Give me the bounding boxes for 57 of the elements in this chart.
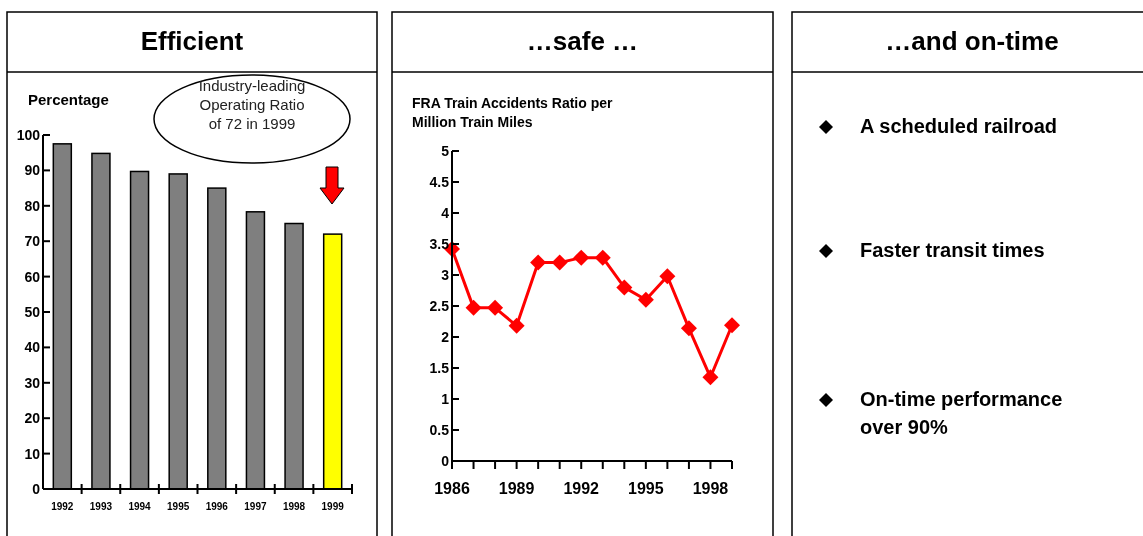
point: [637, 291, 654, 308]
y-tick-label: 4: [441, 205, 450, 221]
y-tick-label: 40: [24, 339, 41, 356]
x-tick-label: 1994: [128, 501, 152, 512]
y-axis-title: Percentage: [28, 91, 109, 108]
y-tick-label: 10: [24, 445, 41, 462]
x-tick-label: 1989: [498, 480, 535, 497]
point: [551, 254, 568, 271]
y-tick-label: 3: [441, 267, 450, 283]
y-tick-label: 0: [32, 481, 41, 497]
text: Faster transit times: [860, 239, 1045, 261]
point: [508, 317, 525, 334]
chart-subtitle: FRA Train Accidents Ratio per Million Train Miles: [412, 95, 613, 130]
point: [530, 254, 547, 271]
point: [465, 299, 482, 316]
point: [724, 317, 740, 334]
chart-title: …safe …: [526, 26, 639, 56]
text: Industry-leading Operating Ratio of 72 in 1999: [198, 77, 306, 132]
y-tick-label: 5: [441, 143, 450, 159]
x-tick-label: 1998: [282, 501, 306, 512]
point: [487, 299, 504, 316]
y-tick-label: 30: [24, 374, 41, 391]
point: [702, 369, 719, 386]
text: …and on-time: [885, 26, 1059, 56]
y-tick-label: 70: [24, 233, 41, 250]
x-tick-label: 1992: [563, 480, 600, 497]
point: [573, 249, 590, 266]
y-tick-label: 50: [24, 304, 41, 320]
y-tick-label: 0.5: [429, 422, 450, 438]
x-tick-label: 1993: [89, 501, 113, 512]
text: A scheduled railroad: [860, 115, 1058, 137]
x-tick-label: 1992: [51, 501, 74, 512]
y-tick-label: 1: [441, 391, 450, 407]
point: [659, 268, 676, 285]
x-tick-label: 1995: [167, 501, 190, 512]
chart-title: Efficient: [140, 26, 244, 56]
point: [680, 320, 697, 337]
point: [616, 279, 633, 296]
y-tick-label: 3.5: [429, 236, 450, 252]
x-tick-label: 1997: [244, 501, 267, 512]
x-tick-label: 1999: [321, 501, 345, 512]
y-tick-label: 90: [24, 162, 41, 179]
y-tick-label: 2: [441, 329, 450, 345]
y-tick-label: 2.5: [429, 298, 450, 314]
point: [594, 249, 611, 266]
x-tick-label: 1998: [692, 480, 729, 497]
x-tick-label: 1996: [205, 501, 229, 512]
y-tick-label: 1.5: [429, 360, 450, 376]
y-tick-label: 100: [16, 127, 41, 143]
x-tick-label: 1995: [628, 480, 664, 497]
x-tick-label: 1986: [434, 480, 470, 497]
y-tick-label: 0: [441, 453, 450, 469]
y-tick-label: 60: [24, 268, 41, 285]
y-tick-label: 80: [24, 197, 41, 214]
y-tick-label: 20: [24, 410, 41, 427]
text: On-time performance over 90%: [860, 388, 1063, 438]
y-tick-label: 4.5: [429, 174, 450, 190]
